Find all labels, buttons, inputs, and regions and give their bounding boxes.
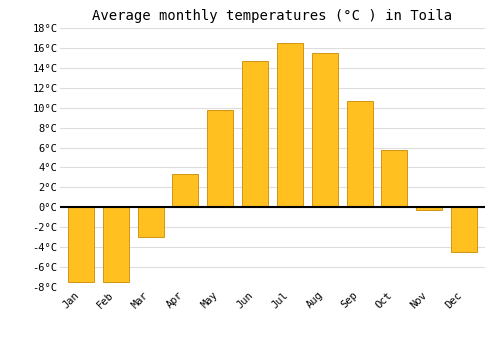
- Bar: [138, 207, 164, 237]
- Bar: [277, 43, 303, 207]
- Bar: [102, 207, 129, 282]
- Title: Average monthly temperatures (°C ) in Toila: Average monthly temperatures (°C ) in To…: [92, 9, 452, 23]
- Bar: [172, 174, 199, 207]
- Bar: [346, 101, 372, 207]
- Bar: [312, 53, 338, 207]
- Bar: [451, 207, 477, 252]
- Bar: [416, 207, 442, 210]
- Bar: [242, 61, 268, 207]
- Bar: [68, 207, 94, 282]
- Bar: [207, 110, 234, 207]
- Bar: [382, 149, 407, 207]
